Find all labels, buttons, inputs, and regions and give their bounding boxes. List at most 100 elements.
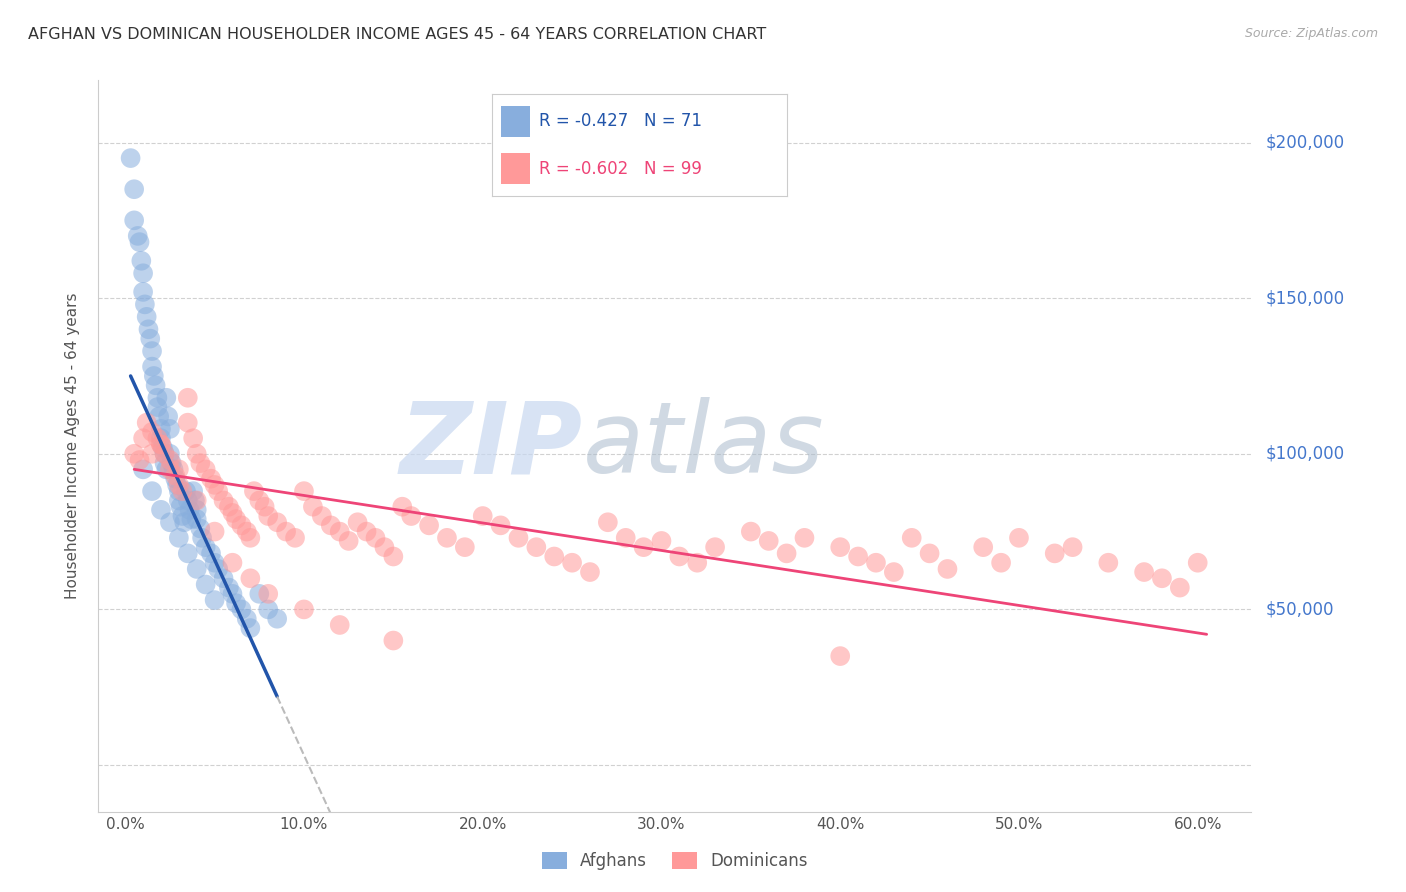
Text: atlas: atlas — [582, 398, 824, 494]
Point — [141, 447, 163, 461]
Point — [159, 422, 181, 436]
Text: ZIP: ZIP — [399, 398, 582, 494]
Point — [122, 447, 145, 461]
Point — [236, 524, 259, 539]
Point — [180, 512, 202, 526]
Point — [231, 602, 253, 616]
Point — [561, 556, 583, 570]
Point — [132, 431, 155, 445]
Point — [122, 213, 145, 227]
Point — [132, 266, 155, 280]
Point — [194, 462, 217, 476]
Point — [186, 493, 208, 508]
Point — [247, 493, 270, 508]
Point — [191, 531, 214, 545]
Point — [188, 521, 211, 535]
Point — [165, 468, 187, 483]
Point — [329, 524, 352, 539]
Point — [253, 500, 276, 514]
Point — [153, 447, 176, 461]
Text: AFGHAN VS DOMINICAN HOUSEHOLDER INCOME AGES 45 - 64 YEARS CORRELATION CHART: AFGHAN VS DOMINICAN HOUSEHOLDER INCOME A… — [28, 27, 766, 42]
Point — [149, 422, 172, 436]
Point — [239, 571, 262, 585]
Point — [167, 484, 190, 499]
Point — [364, 531, 387, 545]
Point — [436, 531, 458, 545]
Point — [686, 556, 709, 570]
Point — [179, 503, 201, 517]
Point — [247, 587, 270, 601]
Point — [292, 602, 315, 616]
Point — [243, 484, 266, 499]
Point — [633, 540, 655, 554]
Point — [399, 509, 422, 524]
Point — [740, 524, 762, 539]
Point — [454, 540, 477, 554]
Point — [212, 571, 235, 585]
Point — [177, 546, 200, 560]
Point — [145, 378, 167, 392]
Point — [141, 359, 163, 374]
Y-axis label: Householder Income Ages 45 - 64 years: Householder Income Ages 45 - 64 years — [65, 293, 80, 599]
Point — [319, 518, 342, 533]
Point — [186, 512, 208, 526]
Point — [149, 437, 172, 451]
Point — [149, 437, 172, 451]
Point — [160, 456, 183, 470]
Text: $50,000: $50,000 — [1265, 600, 1334, 618]
Point — [471, 509, 494, 524]
Point — [337, 533, 360, 548]
Point — [141, 344, 163, 359]
Point — [329, 618, 352, 632]
Point — [177, 416, 200, 430]
Point — [221, 556, 243, 570]
Point — [146, 400, 169, 414]
Point — [131, 253, 153, 268]
Point — [186, 562, 208, 576]
Legend: Afghans, Dominicans: Afghans, Dominicans — [536, 845, 814, 877]
Point — [167, 462, 190, 476]
Point — [204, 593, 226, 607]
Point — [302, 500, 325, 514]
Point — [167, 478, 190, 492]
Point — [382, 549, 405, 564]
Point — [204, 556, 226, 570]
Point — [149, 431, 172, 445]
Point — [883, 565, 905, 579]
Bar — [501, 153, 530, 184]
Point — [132, 285, 155, 299]
Point — [152, 441, 174, 455]
Point — [146, 431, 169, 445]
Point — [162, 462, 184, 476]
Point — [155, 462, 177, 476]
Point — [225, 596, 247, 610]
Point — [356, 524, 378, 539]
Point — [1133, 565, 1156, 579]
Point — [128, 235, 150, 249]
Point — [236, 612, 259, 626]
Point — [149, 503, 172, 517]
Point — [614, 531, 637, 545]
Point — [141, 425, 163, 439]
Point — [194, 540, 217, 554]
Point — [1062, 540, 1084, 554]
Point — [274, 524, 297, 539]
Point — [292, 484, 315, 499]
Point — [1150, 571, 1173, 585]
Point — [172, 509, 194, 524]
Point — [1187, 556, 1209, 570]
Point — [793, 531, 815, 545]
Text: R = -0.602   N = 99: R = -0.602 N = 99 — [540, 160, 702, 178]
Point — [159, 462, 181, 476]
Point — [177, 493, 200, 508]
Point — [579, 565, 602, 579]
Point — [146, 391, 169, 405]
Point — [186, 447, 208, 461]
Point — [173, 515, 195, 529]
Point — [311, 509, 333, 524]
Point — [936, 562, 959, 576]
Point — [194, 577, 217, 591]
Point — [138, 322, 160, 336]
Point — [1043, 546, 1066, 560]
Point — [218, 581, 240, 595]
